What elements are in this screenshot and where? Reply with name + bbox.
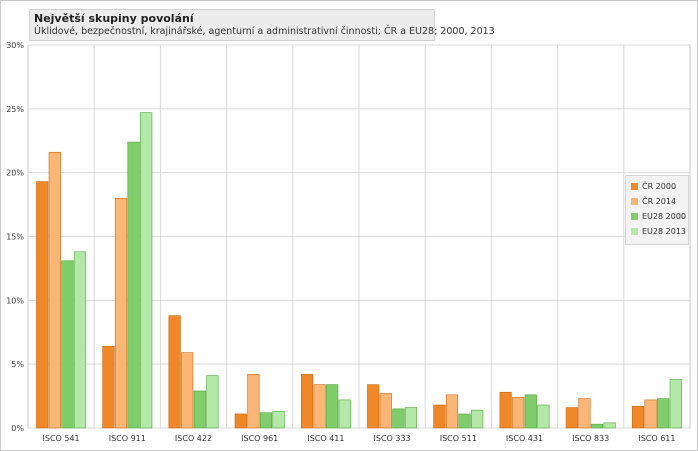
y-tick-label: 10%: [6, 296, 24, 305]
chart-legend: ČR 2000 ČR 2014 EU28 2000 EU28 2013: [625, 175, 689, 245]
bar-eu28-2000-isco-911: [127, 141, 140, 429]
x-tick-label: ISCO 961: [241, 434, 278, 443]
bar-čr-2000-isco-611: [631, 405, 645, 429]
y-tick-label: 0%: [11, 424, 24, 433]
bar-eu28-2013-isco-431: [537, 404, 550, 429]
x-tick-label: ISCO 833: [572, 434, 609, 443]
bar-čr-2014-isco-833: [578, 398, 591, 429]
legend-item-eu28-2013: EU28 2013: [631, 227, 686, 241]
x-tick-label: ISCO 911: [109, 434, 146, 443]
y-tick-label: 5%: [11, 360, 24, 369]
legend-label-cr-2000: ČR 2000: [642, 182, 677, 191]
legend-label-eu28-2013: EU28 2013: [642, 227, 686, 236]
bar-čr-2014-isco-333: [379, 393, 392, 429]
y-tick-label: 15%: [6, 233, 24, 242]
bar-eu28-2013-isco-911: [140, 112, 153, 429]
bar-eu28-2013-isco-541: [73, 251, 87, 429]
x-tick-label: ISCO 541: [43, 434, 80, 443]
bar-eu28-2000-isco-833: [590, 423, 604, 429]
bar-čr-2014-isco-431: [512, 397, 525, 429]
bar-čr-2014-isco-611: [644, 399, 657, 429]
bar-eu28-2000-isco-422: [193, 390, 206, 429]
y-tick-label: 20%: [6, 169, 24, 178]
bar-čr-2000-isco-422: [168, 315, 181, 429]
bar-čr-2000-isco-911: [102, 345, 115, 429]
bar-eu28-2000-isco-961: [259, 412, 273, 429]
x-tick-label: ISCO 411: [307, 434, 344, 443]
legend-swatch-eu28-2013: [631, 228, 638, 235]
bar-čr-2000-isco-431: [499, 391, 512, 429]
chart-title: Největší skupiny povolání: [34, 12, 194, 25]
bar-eu28-2013-isco-333: [404, 407, 418, 429]
bar-eu28-2000-isco-541: [61, 260, 74, 429]
bar-čr-2014-isco-911: [114, 197, 128, 429]
bar-eu28-2013-isco-611: [669, 379, 682, 429]
y-tick-label: 30%: [6, 41, 24, 50]
bar-čr-2014-isco-411: [313, 384, 326, 429]
legend-label-eu28-2000: EU28 2000: [642, 212, 686, 221]
legend-item-eu28-2000: EU28 2000: [631, 212, 686, 226]
bar-čr-2000-isco-961: [234, 413, 247, 429]
chart-title-box: Největší skupiny povolání Úklidové, bezp…: [29, 9, 495, 41]
legend-swatch-cr-2000: [631, 183, 638, 190]
bar-eu28-2013-isco-422: [206, 375, 219, 429]
bar-čr-2000-isco-411: [300, 374, 314, 429]
bar-čr-2000-isco-541: [36, 181, 49, 429]
bar-eu28-2000-isco-431: [524, 394, 537, 429]
legend-swatch-cr-2014: [631, 198, 638, 205]
x-tick-label: ISCO 611: [638, 434, 675, 443]
bar-čr-2000-isco-333: [367, 384, 380, 429]
x-tick-label: ISCO 333: [374, 434, 411, 443]
bar-eu28-2000-isco-611: [657, 398, 670, 429]
bar-eu28-2013-isco-411: [338, 399, 351, 429]
x-tick-label: ISCO 511: [440, 434, 477, 443]
x-tick-label: ISCO 422: [175, 434, 212, 443]
legend-label-cr-2014: ČR 2014: [642, 197, 677, 206]
bar-čr-2014-isco-961: [247, 374, 260, 429]
legend-item-cr-2000: ČR 2000: [631, 182, 676, 196]
x-tick-label: ISCO 431: [506, 434, 543, 443]
bar-eu28-2013-isco-833: [603, 422, 616, 429]
bar-čr-2014-isco-422: [181, 352, 194, 429]
legend-item-cr-2014: ČR 2014: [631, 197, 676, 211]
bar-čr-2014-isco-541: [48, 151, 61, 429]
bar-eu28-2000-isco-411: [326, 384, 339, 429]
bar-eu28-2000-isco-333: [392, 408, 405, 429]
chart-subtitle: Úklidové, bezpečnostní, krajinářské, age…: [34, 26, 495, 37]
bar-čr-2000-isco-833: [565, 407, 578, 429]
bar-eu28-2013-isco-511: [471, 409, 484, 429]
bar-čr-2014-isco-511: [445, 394, 459, 429]
y-tick-label: 25%: [6, 105, 24, 114]
legend-swatch-eu28-2000: [631, 213, 638, 220]
bar-čr-2000-isco-511: [433, 404, 446, 429]
bar-eu28-2000-isco-511: [458, 413, 471, 429]
bar-eu28-2013-isco-961: [272, 411, 285, 429]
